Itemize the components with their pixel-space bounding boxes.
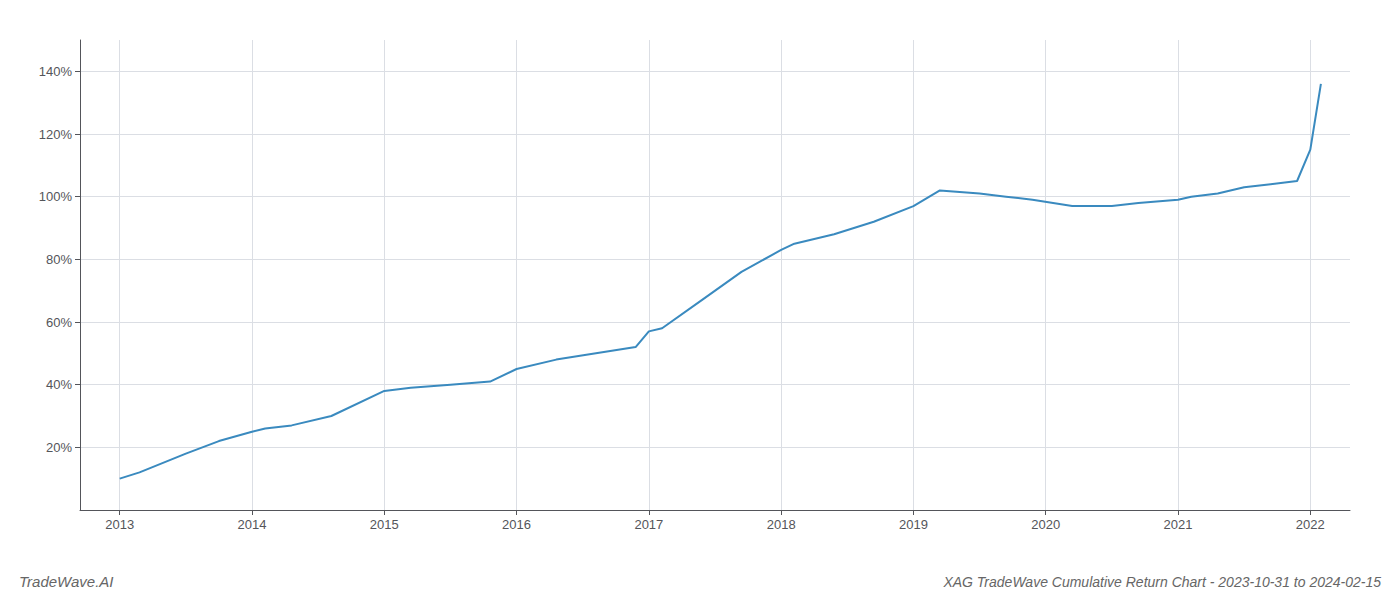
svg-text:2019: 2019: [899, 517, 928, 532]
svg-text:120%: 120%: [39, 127, 73, 142]
svg-text:TradeWave.AI: TradeWave.AI: [19, 573, 113, 590]
svg-text:60%: 60%: [46, 315, 72, 330]
svg-text:20%: 20%: [46, 440, 72, 455]
svg-text:2017: 2017: [634, 517, 663, 532]
svg-text:140%: 140%: [39, 64, 73, 79]
svg-text:2016: 2016: [502, 517, 531, 532]
svg-text:XAG TradeWave Cumulative Retur: XAG TradeWave Cumulative Return Chart - …: [942, 574, 1381, 590]
svg-text:2014: 2014: [238, 517, 267, 532]
svg-text:40%: 40%: [46, 377, 72, 392]
svg-text:80%: 80%: [46, 252, 72, 267]
svg-text:2022: 2022: [1296, 517, 1325, 532]
svg-text:2015: 2015: [370, 517, 399, 532]
svg-text:2021: 2021: [1164, 517, 1193, 532]
svg-text:2018: 2018: [767, 517, 796, 532]
svg-text:2020: 2020: [1031, 517, 1060, 532]
svg-text:100%: 100%: [39, 189, 73, 204]
svg-text:2013: 2013: [105, 517, 134, 532]
